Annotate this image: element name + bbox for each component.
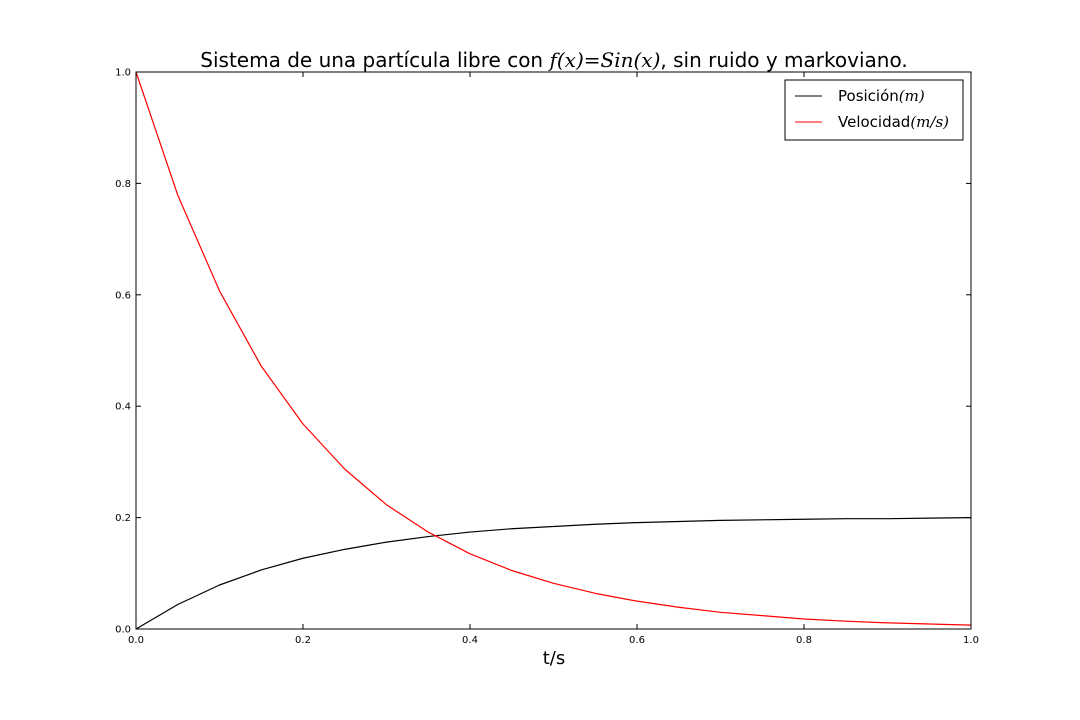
y-tick-label: 0.0 (115, 625, 131, 636)
legend-label-velocity-unit: (m/s) (910, 113, 949, 131)
legend: Posición(m) Velocidad(m/s) (784, 79, 964, 141)
x-tick-label: 0.4 (462, 635, 478, 646)
x-tick-label: 0.8 (796, 635, 812, 646)
chart-title-suffix: , sin ruido y markoviano. (660, 48, 907, 72)
x-axis-label: t/s (543, 648, 566, 669)
series-line-0 (135, 517, 972, 630)
y-tick-label: 0.8 (115, 179, 131, 190)
legend-label-velocity-name: Velocidad (838, 113, 910, 131)
x-tick-label: 1.0 (963, 635, 979, 646)
chart-title: Sistema de una partícula libre con f(x)=… (200, 48, 907, 72)
plot-frame (135, 71, 972, 630)
y-tick-label: 0.6 (115, 290, 131, 301)
series-line-1 (135, 71, 972, 626)
chart-title-prefix: Sistema de una partícula libre con (200, 48, 549, 72)
legend-label-velocity: Velocidad(m/s) (838, 113, 949, 131)
legend-label-position-unit: (m) (899, 87, 925, 105)
x-tick-label: 0.2 (295, 635, 311, 646)
legend-box (784, 79, 964, 141)
series-layer (135, 71, 972, 630)
y-tick-label: 0.4 (115, 402, 131, 413)
x-tick-label: 0.6 (629, 635, 645, 646)
chart-title-math: f(x)=Sin(x) (547, 48, 660, 72)
legend-label-position-name: Posición (838, 87, 899, 105)
x-tick-label: 0.0 (128, 635, 144, 646)
legend-label-position: Posición(m) (838, 87, 925, 105)
ticks-layer: 0.0 0.2 0.4 0.6 0.8 1.0 0.0 0.2 0.4 0.6 0.8 1.0 (115, 68, 979, 647)
y-tick-label: 1.0 (115, 68, 131, 79)
y-tick-label: 0.2 (115, 513, 131, 524)
